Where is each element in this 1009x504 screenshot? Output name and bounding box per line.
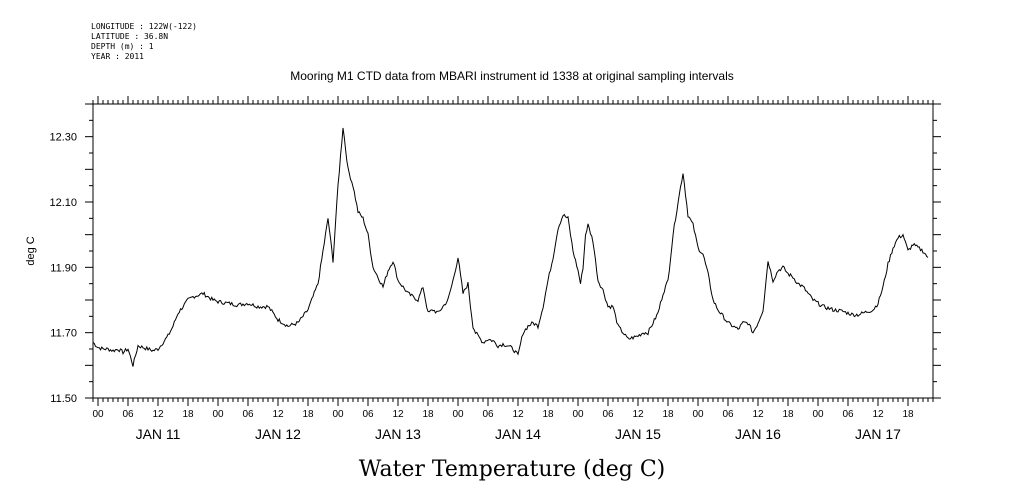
x-tick-label: 06 bbox=[842, 409, 854, 420]
x-tick-label: 06 bbox=[482, 409, 494, 420]
x-tick-label: 12 bbox=[752, 409, 764, 420]
x-day-labels: JAN 11 JAN 12 JAN 13 JAN 14 JAN 15 JAN 16 JAN … bbox=[136, 426, 902, 442]
x-tick-label: 06 bbox=[242, 409, 254, 420]
x-tick-label: 00 bbox=[452, 409, 464, 420]
x-tick-label: 12 bbox=[632, 409, 644, 420]
x-day-label: JAN 16 bbox=[735, 426, 781, 442]
x-day-label: JAN 15 bbox=[615, 426, 661, 442]
x-tick-label: 18 bbox=[182, 409, 194, 420]
y-axis-label: deg C bbox=[25, 236, 37, 265]
x-day-label: JAN 12 bbox=[255, 426, 301, 442]
y-tick-label: 11.50 bbox=[50, 393, 77, 405]
y-tick-label: 11.90 bbox=[50, 262, 77, 274]
x-tick-label: 12 bbox=[512, 409, 524, 420]
chart-title: Mooring M1 CTD data from MBARI instrumen… bbox=[290, 69, 734, 83]
minor-tick-marks bbox=[92, 100, 934, 402]
major-tick-marks bbox=[85, 96, 941, 406]
x-day-label: JAN 14 bbox=[495, 426, 541, 442]
x-tick-label: 18 bbox=[422, 409, 434, 420]
x-day-label: JAN 17 bbox=[855, 426, 901, 442]
metadata-block: LONGITUDE : 122W(-122) LATITUDE : 36.8N … bbox=[91, 22, 197, 62]
x-tick-label: 12 bbox=[272, 409, 284, 420]
plot-frame bbox=[92, 103, 934, 399]
x-tick-label: 18 bbox=[662, 409, 674, 420]
x-tick-label: 00 bbox=[692, 409, 704, 420]
meta-year: YEAR : 2011 bbox=[91, 52, 144, 61]
meta-longitude: LONGITUDE : 122W(-122) bbox=[91, 22, 197, 31]
y-axis-labels: 12.30 12.10 11.90 11.70 11.50 bbox=[49, 132, 77, 405]
x-tick-label: 18 bbox=[302, 409, 314, 420]
meta-depth: DEPTH (m) : 1 bbox=[91, 42, 154, 51]
x-tick-label: 00 bbox=[572, 409, 584, 420]
temperature-series-line bbox=[92, 127, 929, 367]
x-tick-label: 06 bbox=[722, 409, 734, 420]
x-tick-label: 00 bbox=[332, 409, 344, 420]
x-tick-label: 06 bbox=[122, 409, 134, 420]
x-day-label: JAN 11 bbox=[136, 426, 181, 442]
x-tick-label: 06 bbox=[362, 409, 374, 420]
y-tick-label: 11.70 bbox=[50, 328, 77, 340]
y-tick-label: 12.30 bbox=[49, 132, 77, 144]
x-tick-label: 06 bbox=[602, 409, 614, 420]
x-tick-label: 00 bbox=[92, 409, 104, 420]
x-tick-label: 18 bbox=[902, 409, 914, 420]
x-tick-label: 12 bbox=[152, 409, 164, 420]
x-tick-label: 00 bbox=[212, 409, 224, 420]
x-hour-labels: 00 06 12 18 00 06 12 18 00 06 12 18 00 06 12 18 00 06 12 18… bbox=[92, 409, 914, 420]
x-tick-label: 18 bbox=[782, 409, 794, 420]
x-tick-label: 12 bbox=[392, 409, 404, 420]
x-day-label: JAN 13 bbox=[375, 426, 421, 442]
x-tick-label: 12 bbox=[872, 409, 884, 420]
y-tick-label: 12.10 bbox=[49, 197, 77, 209]
meta-latitude: LATITUDE : 36.8N bbox=[91, 32, 169, 41]
x-axis-label: Water Temperature (deg C) bbox=[359, 457, 666, 482]
x-tick-label: 18 bbox=[542, 409, 554, 420]
x-tick-label: 00 bbox=[812, 409, 824, 420]
